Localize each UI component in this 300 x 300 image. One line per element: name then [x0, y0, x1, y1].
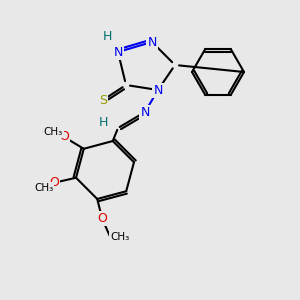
Text: N: N — [113, 46, 123, 59]
Text: O: O — [49, 176, 59, 189]
Text: S: S — [99, 94, 107, 106]
Text: CH₃: CH₃ — [110, 232, 130, 242]
Text: H: H — [102, 31, 112, 44]
Text: H: H — [98, 116, 108, 130]
Text: O: O — [97, 212, 107, 226]
Text: O: O — [59, 130, 69, 143]
Text: N: N — [140, 106, 150, 118]
Text: N: N — [147, 35, 157, 49]
Text: CH₃: CH₃ — [44, 127, 63, 137]
Text: N: N — [153, 83, 163, 97]
Text: CH₃: CH₃ — [34, 183, 53, 193]
